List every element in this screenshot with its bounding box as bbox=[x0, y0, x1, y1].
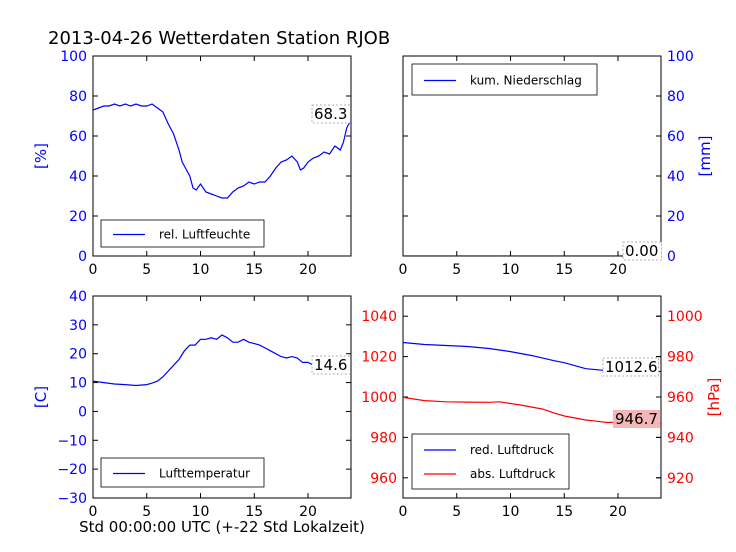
series-line-0 bbox=[93, 103, 351, 199]
legend-box bbox=[411, 63, 598, 96]
y-axis-label: [C] bbox=[32, 386, 50, 408]
y-tick-label: 100 bbox=[60, 49, 87, 65]
y2-tick-label: 1000 bbox=[667, 309, 703, 325]
panel-pressure: 0 5 10 15 20 960 980 1000 1020 1040 920 940 960 980 10… bbox=[361, 295, 723, 520]
y-tick-label: 100 bbox=[667, 49, 694, 65]
x-tick-label: 15 bbox=[555, 504, 573, 520]
value-label-box bbox=[311, 104, 351, 124]
x-tick-label: 10 bbox=[192, 504, 210, 520]
y-tick-label: 960 bbox=[370, 471, 397, 487]
legend-box bbox=[100, 457, 265, 488]
y-tick-label: 60 bbox=[667, 129, 685, 145]
x-tick-label: 5 bbox=[452, 504, 461, 520]
x-tick-label: 15 bbox=[245, 504, 263, 520]
y-tick-label: 30 bbox=[69, 318, 87, 334]
y-axis-label: [mm] bbox=[696, 136, 714, 177]
panel-temperature: 0 5 10 15 20 −30 −20 −10 0 10 20 30 40 [C] Lufttempera… bbox=[32, 289, 352, 520]
y-tick-label: 40 bbox=[667, 169, 685, 185]
panel-precipitation: 0 5 10 15 20 0 20 40 60 80 100 [mm] kum. Niederschla… bbox=[399, 49, 714, 278]
y-tick-label: 1020 bbox=[361, 350, 397, 366]
x-tick-label: 10 bbox=[502, 504, 520, 520]
x-tick-label: 5 bbox=[452, 262, 461, 278]
legend-box bbox=[100, 219, 265, 248]
y-tick-label: 20 bbox=[69, 209, 87, 225]
x-tick-label: 0 bbox=[89, 262, 98, 278]
legend-label: rel. Luftfeuchte bbox=[159, 228, 250, 242]
value-label-box bbox=[622, 241, 662, 261]
y-tick-label: 0 bbox=[667, 249, 676, 265]
y-tick-label: −30 bbox=[57, 491, 87, 507]
y-axis-label: [%] bbox=[32, 143, 50, 169]
y-tick-label: 60 bbox=[69, 129, 87, 145]
y-tick-label: 980 bbox=[370, 430, 397, 446]
x-tick-label: 0 bbox=[399, 262, 408, 278]
y-tick-label: 80 bbox=[667, 89, 685, 105]
y-axis-label: [hPa] bbox=[705, 378, 723, 417]
y2-tick-label: 980 bbox=[667, 350, 694, 366]
y-tick-label: 1040 bbox=[361, 309, 397, 325]
figure-title: 2013-04-26 Wetterdaten Station RJOB bbox=[48, 28, 390, 49]
legend-label: kum. Niederschlag bbox=[470, 74, 582, 88]
x-tick-label: 0 bbox=[399, 504, 408, 520]
value-label-box bbox=[602, 357, 659, 377]
y-tick-label: 20 bbox=[69, 347, 87, 363]
x-tick-label: 5 bbox=[142, 262, 151, 278]
x-tick-label: 20 bbox=[609, 504, 627, 520]
y-tick-label: 1000 bbox=[361, 390, 397, 406]
y-tick-label: 40 bbox=[69, 169, 87, 185]
last-value-label: 14.6 bbox=[314, 356, 347, 374]
panel-humidity: 0 5 10 15 20 0 20 40 60 80 100 [%] rel. Luftfeuchte 6… bbox=[32, 49, 352, 278]
y-tick-label: 80 bbox=[69, 89, 87, 105]
y-tick-label: −20 bbox=[57, 462, 87, 478]
y-tick-label: 0 bbox=[78, 249, 87, 265]
x-tick-label: 20 bbox=[299, 504, 317, 520]
legend-label: abs. Luftdruck bbox=[470, 467, 555, 481]
y-tick-label: 20 bbox=[667, 209, 685, 225]
x-tick-label: 5 bbox=[142, 504, 151, 520]
y2-tick-label: 960 bbox=[667, 390, 694, 406]
last-value-label: 946.7 bbox=[615, 410, 658, 428]
y-tick-label: 0 bbox=[78, 404, 87, 420]
y-tick-label: 40 bbox=[69, 289, 87, 305]
y2-tick-label: 920 bbox=[667, 471, 694, 487]
legend-label: red. Luftdruck bbox=[470, 443, 554, 457]
y-tick-label: 10 bbox=[69, 376, 87, 392]
x-tick-label: 20 bbox=[609, 262, 627, 278]
y2-tick-label: 940 bbox=[667, 430, 694, 446]
legend-box bbox=[411, 433, 570, 490]
legend-label: Lufttemperatur bbox=[159, 467, 250, 481]
last-value-label: 0.00 bbox=[625, 242, 658, 260]
x-tick-label: 20 bbox=[299, 262, 317, 278]
last-value-label: 1012.6 bbox=[605, 358, 658, 376]
x-tick-label: 0 bbox=[89, 504, 98, 520]
x-tick-label: 15 bbox=[245, 262, 263, 278]
value-label-box bbox=[613, 410, 660, 428]
x-tick-label: 15 bbox=[555, 262, 573, 278]
x-tick-label: 10 bbox=[502, 262, 520, 278]
figure-xlabel: Std 00:00:00 UTC (+-22 Std Lokalzeit) bbox=[79, 518, 365, 536]
value-label-box bbox=[311, 355, 351, 375]
last-value-label: 68.3 bbox=[314, 105, 347, 123]
y-tick-label: −10 bbox=[57, 433, 87, 449]
x-tick-label: 10 bbox=[192, 262, 210, 278]
